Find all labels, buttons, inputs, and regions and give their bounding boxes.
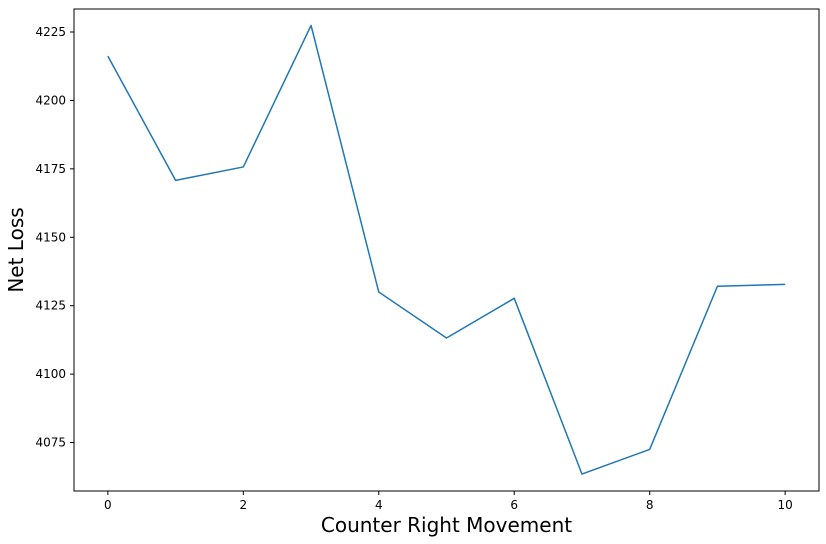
x-tick-label: 2 — [239, 498, 247, 512]
y-tick-label: 4100 — [35, 367, 66, 381]
y-tick-label: 4075 — [35, 436, 66, 450]
y-tick-label: 4150 — [35, 230, 66, 244]
x-tick-label: 6 — [510, 498, 518, 512]
series-layer — [107, 24, 786, 475]
x-tick-label: 10 — [777, 498, 792, 512]
x-tick-label: 0 — [104, 498, 112, 512]
x-tick-label: 8 — [646, 498, 654, 512]
y-tick-label: 4175 — [35, 162, 66, 176]
y-axis-ticks: 4075 4100 4125 4150 4175 4200 4225 — [35, 25, 74, 450]
plot-area — [73, 8, 820, 492]
y-tick-label: 4225 — [35, 25, 66, 39]
x-axis-title: Counter Right Movement — [321, 513, 572, 537]
y-axis-title: Net Loss — [4, 207, 28, 292]
x-tick-label: 4 — [375, 498, 383, 512]
y-tick-label: 4200 — [35, 93, 66, 107]
y-tick-label: 4125 — [35, 299, 66, 313]
series-line — [107, 24, 786, 475]
x-axis-ticks: 0 2 4 6 8 10 — [104, 491, 793, 512]
